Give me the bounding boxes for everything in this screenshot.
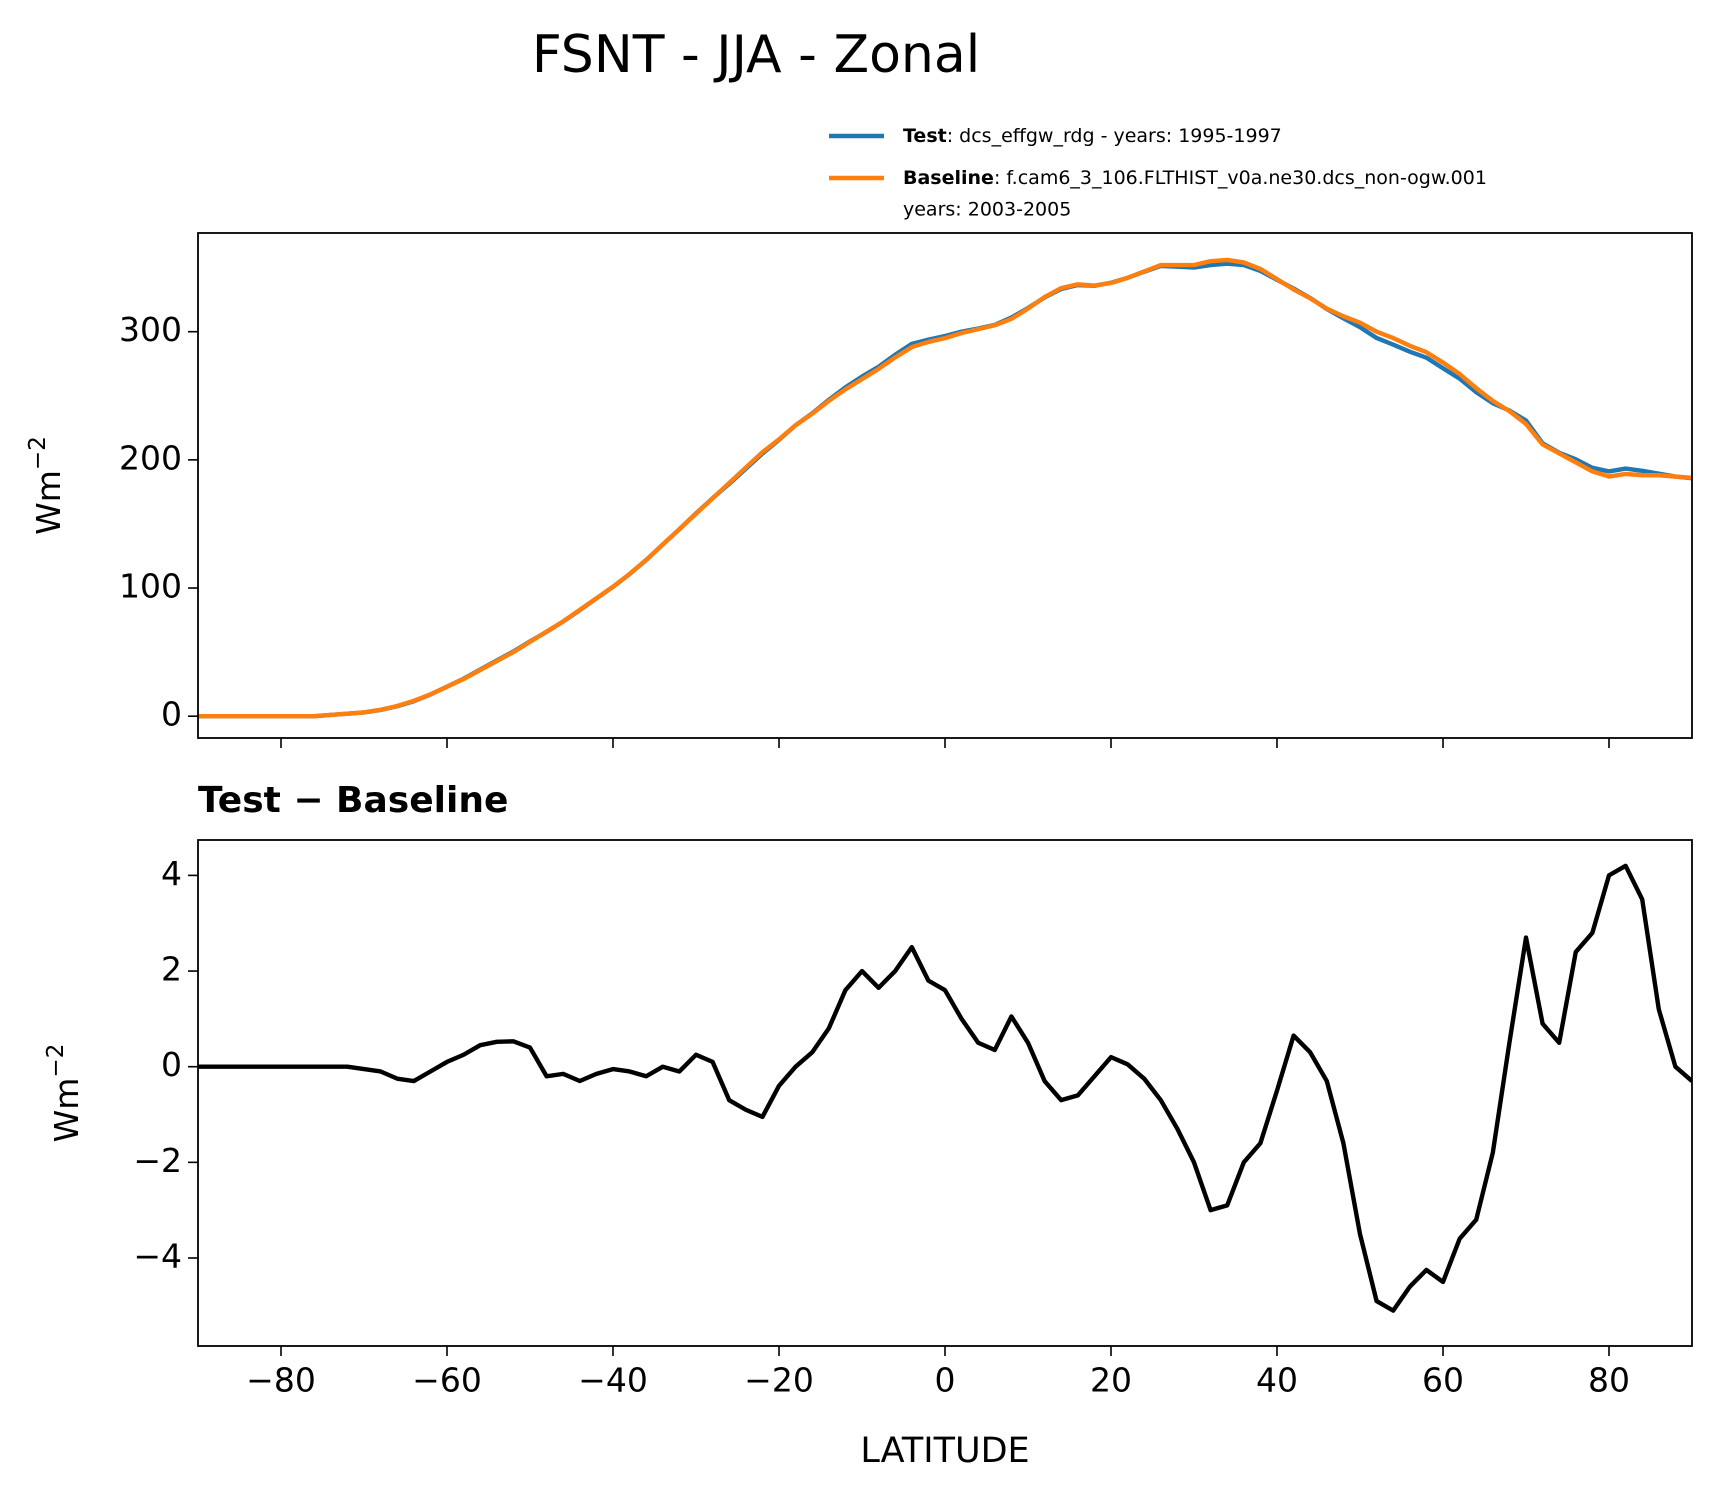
series-line — [198, 257, 1692, 719]
x-tick-label: −20 — [744, 1361, 814, 1400]
axes-frame — [197, 839, 1693, 1347]
series-line — [198, 863, 1692, 1313]
x-tick-label: −40 — [578, 1361, 648, 1400]
legend-label: Test: dcs_effgw_rdg - years: 1995-1997 — [903, 125, 1282, 147]
x-tick-label: 20 — [1090, 1361, 1132, 1400]
y-tick-label: 100 — [119, 567, 182, 606]
y-axis-label-base: Wm — [29, 470, 68, 535]
x-tick-label: 40 — [1256, 1361, 1298, 1400]
legend-description: : dcs_effgw_rdg - years: 1995-1997 — [947, 125, 1282, 147]
x-axis-label: LATITUDE — [860, 1431, 1029, 1471]
legend-description: : f.cam6_3_106.FLTHIST_v0a.ne30.dcs_non-… — [994, 167, 1487, 189]
x-tick-label: 60 — [1422, 1361, 1464, 1400]
x-tick-label: 80 — [1588, 1361, 1630, 1400]
x-tick-label: 0 — [935, 1361, 956, 1400]
y-axis-label-base: Wm — [47, 1078, 86, 1143]
y-tick-label: 4 — [161, 854, 182, 893]
legend-name: Baseline — [903, 167, 994, 189]
x-tick-label: −80 — [246, 1361, 316, 1400]
legend-name: Test — [903, 125, 947, 147]
legend-description: years: 2003-2005 — [903, 199, 1071, 221]
y-tick-label: 0 — [161, 695, 182, 734]
y-tick-label: 0 — [161, 1045, 182, 1084]
figure-title: FSNT - JJA - Zonal — [532, 25, 980, 85]
legend-label: Baseline: f.cam6_3_106.FLTHIST_v0a.ne30.… — [903, 167, 1487, 189]
y-tick-label: −4 — [133, 1237, 182, 1276]
y-axis-label-exponent: −2 — [25, 436, 51, 470]
y-tick-label: 200 — [119, 438, 182, 477]
y-tick-label: 300 — [119, 310, 182, 349]
subplot-title: Test − Baseline — [198, 780, 508, 821]
y-tick-label: 2 — [161, 950, 182, 989]
axes-frame — [197, 232, 1693, 739]
x-tick-label: −60 — [412, 1361, 482, 1400]
series-line — [198, 261, 1692, 719]
y-tick-label: −2 — [133, 1141, 182, 1180]
y-axis-label: Wm−2 — [43, 1044, 86, 1143]
y-axis-label: Wm−2 — [25, 436, 68, 535]
y-axis-label-exponent: −2 — [43, 1044, 69, 1078]
